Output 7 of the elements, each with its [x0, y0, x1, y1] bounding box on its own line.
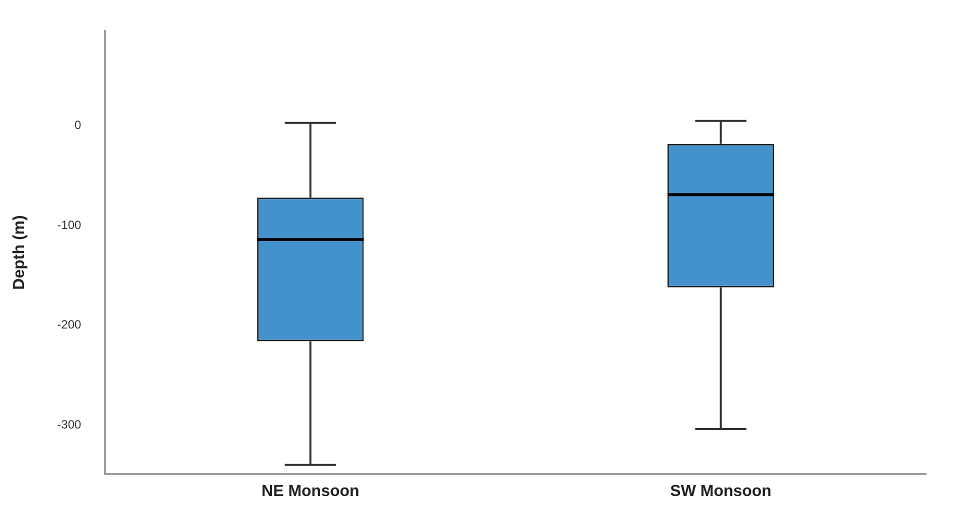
x-tick-label: NE Monsoon [262, 482, 360, 500]
x-tick-label: SW Monsoon [670, 482, 772, 500]
y-tick-label: -100 [57, 218, 82, 232]
y-tick-label: -200 [57, 318, 82, 332]
y-tick-label: -300 [57, 417, 82, 432]
y-tick-label: 0 [74, 118, 82, 132]
y-axis-title: Depth (m) [11, 215, 28, 290]
